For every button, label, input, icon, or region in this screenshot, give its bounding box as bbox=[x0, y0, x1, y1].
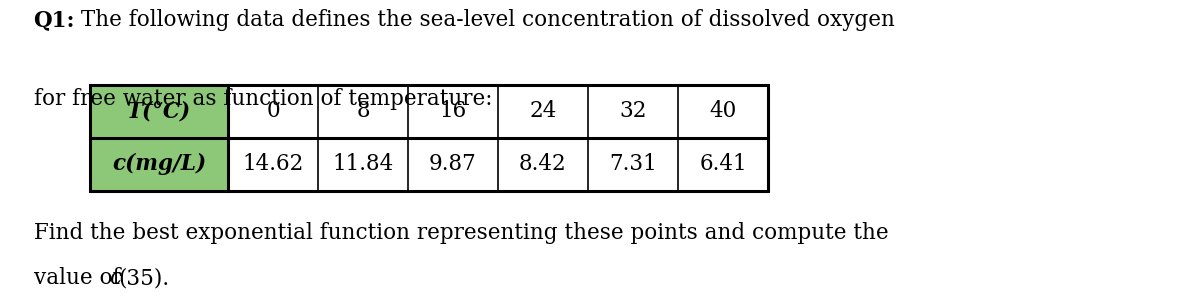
Text: Q1:: Q1: bbox=[34, 9, 76, 31]
Text: (35).: (35). bbox=[118, 267, 169, 289]
Bar bbox=[588, 138, 678, 191]
Text: 8.42: 8.42 bbox=[520, 153, 566, 175]
Text: Find the best exponential function representing these points and compute the: Find the best exponential function repre… bbox=[34, 222, 888, 244]
Text: 7.31: 7.31 bbox=[610, 153, 656, 175]
Bar bbox=[498, 85, 588, 138]
Text: T(°C): T(°C) bbox=[127, 100, 191, 122]
Bar bbox=[678, 85, 768, 138]
Bar bbox=[408, 138, 498, 191]
Bar bbox=[678, 138, 768, 191]
Text: c(mg/L): c(mg/L) bbox=[112, 153, 206, 175]
Text: 6.41: 6.41 bbox=[700, 153, 746, 175]
Bar bbox=[228, 138, 318, 191]
Text: 40: 40 bbox=[709, 100, 737, 122]
Bar bbox=[228, 85, 318, 138]
Text: The following data defines the sea-level concentration of dissolved oxygen: The following data defines the sea-level… bbox=[74, 9, 895, 31]
Bar bbox=[408, 85, 498, 138]
Text: for free water as function of temperature:: for free water as function of temperatur… bbox=[34, 88, 492, 110]
Bar bbox=[318, 138, 408, 191]
Text: c: c bbox=[108, 267, 120, 289]
Text: 0: 0 bbox=[266, 100, 280, 122]
Text: value of: value of bbox=[34, 267, 127, 289]
Text: 32: 32 bbox=[619, 100, 647, 122]
Text: 14.62: 14.62 bbox=[242, 153, 304, 175]
Bar bbox=[588, 85, 678, 138]
Text: 9.87: 9.87 bbox=[430, 153, 476, 175]
Text: 16: 16 bbox=[439, 100, 467, 122]
Bar bbox=[498, 138, 588, 191]
Text: 24: 24 bbox=[529, 100, 557, 122]
Text: 11.84: 11.84 bbox=[332, 153, 394, 175]
Text: 8: 8 bbox=[356, 100, 370, 122]
Bar bbox=[318, 85, 408, 138]
